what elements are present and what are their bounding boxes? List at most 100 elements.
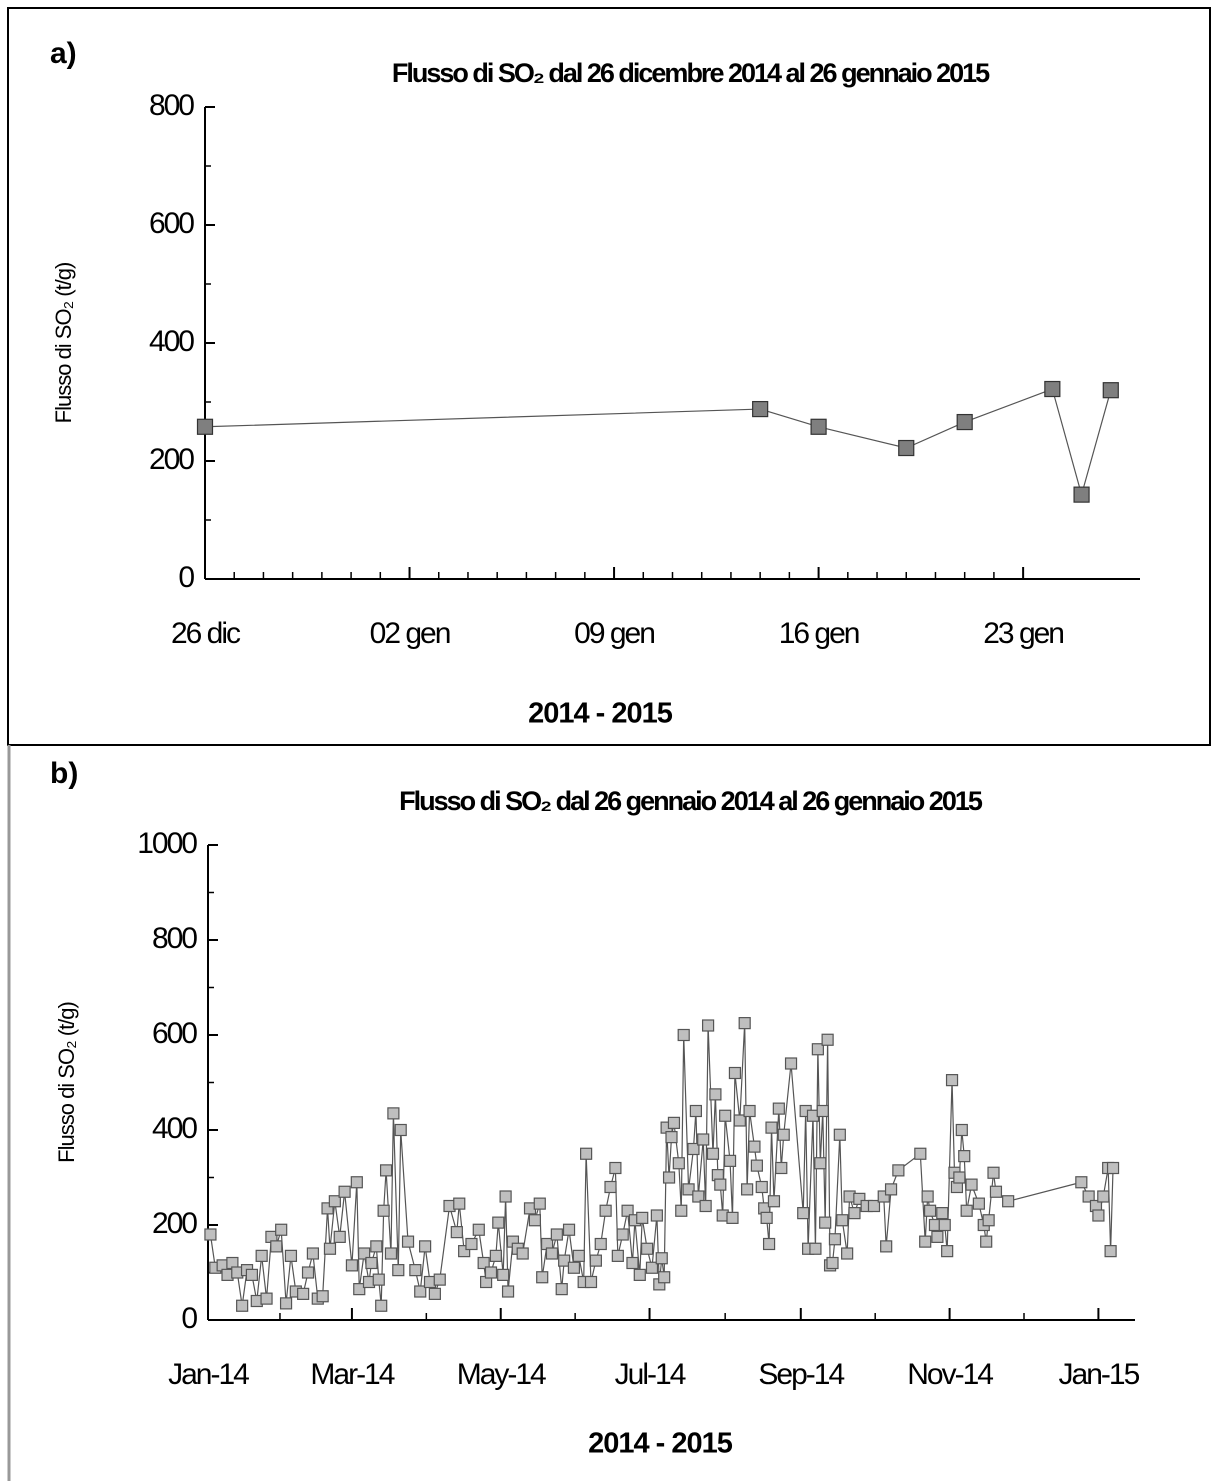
- data-marker: [811, 1043, 824, 1056]
- data-marker: [877, 1190, 890, 1203]
- data-marker: [589, 1254, 602, 1267]
- data-marker: [819, 1216, 832, 1229]
- data-marker: [828, 1233, 842, 1246]
- data-marker: [960, 1204, 973, 1217]
- data-marker: [665, 1131, 678, 1144]
- data-marker: [760, 1211, 773, 1224]
- data-marker: [536, 1271, 549, 1284]
- data-marker: [562, 1223, 576, 1236]
- data-marker: [533, 1197, 546, 1210]
- data-marker: [501, 1285, 515, 1298]
- data-marker: [499, 1190, 512, 1203]
- data-marker: [892, 1164, 905, 1177]
- data-marker: [814, 1157, 827, 1170]
- data-marker: [370, 1240, 383, 1253]
- data-marker: [333, 1230, 346, 1243]
- data-marker: [965, 1178, 978, 1191]
- data-marker: [650, 1209, 663, 1222]
- x-tick-label: 09 gen: [574, 617, 654, 650]
- data-marker: [655, 1252, 668, 1265]
- data-marker: [667, 1116, 681, 1129]
- data-marker: [699, 1199, 712, 1213]
- data-marker: [394, 1123, 407, 1137]
- data-marker: [987, 1166, 1000, 1179]
- data-marker: [555, 1283, 568, 1296]
- data-marker: [706, 1147, 720, 1160]
- data-marker: [719, 1109, 732, 1122]
- data-marker: [387, 1107, 400, 1120]
- data-marker: [450, 1226, 463, 1239]
- data-marker: [689, 1104, 702, 1118]
- data-marker: [809, 1242, 822, 1255]
- data-marker: [714, 1178, 727, 1191]
- data-marker: [750, 1159, 763, 1172]
- y-tick-label: 400: [152, 1112, 197, 1145]
- data-marker: [1097, 1190, 1110, 1203]
- data-marker: [279, 1297, 293, 1310]
- data-marker: [675, 1204, 688, 1217]
- y-tick-label: 200: [152, 1207, 197, 1240]
- chart-title: Flusso di SO₂ dal 26 gennaio 2014 al 26 …: [399, 786, 983, 816]
- data-marker: [645, 1261, 659, 1274]
- data-marker: [723, 1154, 737, 1167]
- panel-label: a): [50, 37, 77, 70]
- data-marker: [409, 1264, 422, 1277]
- data-marker: [692, 1190, 705, 1203]
- data-marker: [567, 1261, 581, 1274]
- y-axis-label: Flusso di SO₂ (t/g): [54, 1002, 79, 1163]
- data-marker: [752, 400, 769, 418]
- data-marker: [921, 1190, 934, 1203]
- data-marker: [914, 1147, 927, 1160]
- data-marker: [762, 1237, 776, 1251]
- data-marker: [433, 1273, 446, 1286]
- series-line: [204, 388, 1112, 497]
- data-marker: [853, 1192, 866, 1205]
- data-marker: [580, 1147, 593, 1160]
- data-marker: [833, 1128, 846, 1141]
- x-tick-label: Nov-14: [907, 1358, 993, 1391]
- data-marker: [428, 1287, 441, 1300]
- data-marker: [204, 1228, 217, 1241]
- data-marker: [384, 1247, 398, 1260]
- data-marker: [687, 1142, 700, 1156]
- data-marker: [945, 1074, 959, 1087]
- data-marker: [365, 1256, 378, 1270]
- data-marker: [784, 1057, 798, 1070]
- data-marker: [372, 1273, 385, 1286]
- data-marker: [658, 1271, 671, 1284]
- data-marker: [880, 1240, 893, 1253]
- data-marker: [633, 1268, 646, 1281]
- data-marker: [497, 1268, 510, 1281]
- data-marker: [743, 1104, 756, 1118]
- data-marker: [516, 1247, 529, 1260]
- data-marker: [841, 1247, 854, 1260]
- data-marker: [728, 1066, 742, 1080]
- data-marker: [484, 1266, 498, 1279]
- x-tick-label: Mar-14: [310, 1358, 394, 1391]
- data-marker: [599, 1204, 612, 1217]
- data-marker: [350, 1176, 363, 1189]
- y-tick-label: 0: [178, 561, 194, 594]
- data-marker: [810, 418, 827, 435]
- data-marker: [821, 1033, 834, 1046]
- data-marker: [236, 1299, 249, 1312]
- data-marker: [392, 1264, 405, 1277]
- data-marker: [328, 1195, 341, 1208]
- y-tick-label: 400: [149, 325, 194, 358]
- data-marker: [1075, 1176, 1088, 1189]
- data-marker: [284, 1249, 298, 1262]
- data-marker: [1002, 1195, 1015, 1208]
- x-tick-label: Jul-14: [615, 1358, 686, 1391]
- data-marker: [726, 1211, 739, 1224]
- data-marker: [982, 1214, 995, 1227]
- x-tick-label: Jan-15: [1059, 1358, 1140, 1391]
- x-tick-label: 16 gen: [779, 617, 859, 650]
- y-tick-label: 0: [181, 1302, 197, 1335]
- data-marker: [358, 1247, 371, 1260]
- x-tick-label: Sep-14: [758, 1358, 844, 1391]
- data-marker: [245, 1268, 259, 1281]
- panel-frame: [7, 7, 1211, 746]
- data-marker: [777, 1128, 790, 1141]
- data-marker: [772, 1102, 785, 1115]
- data-marker: [345, 1259, 359, 1272]
